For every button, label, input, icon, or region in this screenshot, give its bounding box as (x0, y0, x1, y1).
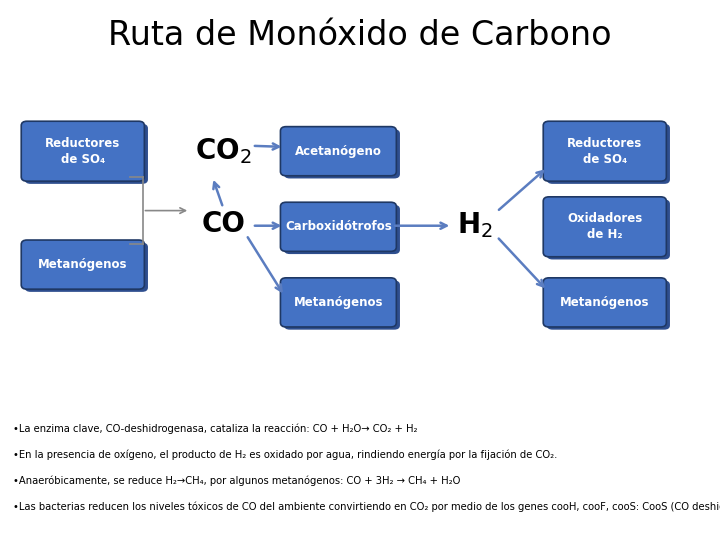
FancyBboxPatch shape (544, 197, 667, 257)
FancyBboxPatch shape (24, 243, 148, 292)
FancyBboxPatch shape (22, 240, 144, 289)
Text: Metanógenos: Metanógenos (38, 258, 127, 271)
Text: Ruta de Monóxido de Carbono: Ruta de Monóxido de Carbono (108, 18, 612, 52)
FancyBboxPatch shape (280, 278, 396, 327)
FancyBboxPatch shape (24, 124, 148, 184)
FancyBboxPatch shape (284, 205, 400, 254)
FancyBboxPatch shape (544, 122, 667, 181)
FancyBboxPatch shape (284, 130, 400, 178)
Text: •En la presencia de oxígeno, el producto de H₂ es oxidado por agua, rindiendo en: •En la presencia de oxígeno, el producto… (13, 450, 557, 460)
FancyBboxPatch shape (547, 200, 670, 260)
Text: •Las bacterias reducen los niveles tóxicos de CO del ambiente convirtiendo en CO: •Las bacterias reducen los niveles tóxic… (13, 502, 720, 512)
Text: CO: CO (202, 210, 245, 238)
FancyBboxPatch shape (547, 124, 670, 184)
Text: Metanógenos: Metanógenos (560, 296, 649, 309)
FancyBboxPatch shape (22, 122, 144, 181)
Text: Carboxidótrofos: Carboxidótrofos (285, 220, 392, 233)
Text: Reductores
de SO₄: Reductores de SO₄ (45, 137, 120, 166)
FancyBboxPatch shape (284, 280, 400, 329)
Text: •Anaeróbicamente, se reduce H₂→CH₄, por algunos metanógenos: CO + 3H₂ → CH₄ + H₂: •Anaeróbicamente, se reduce H₂→CH₄, por … (13, 476, 460, 486)
FancyBboxPatch shape (547, 280, 670, 329)
FancyBboxPatch shape (280, 126, 396, 176)
Text: Metanógenos: Metanógenos (294, 296, 383, 309)
Text: Reductores
de SO₄: Reductores de SO₄ (567, 137, 642, 166)
FancyBboxPatch shape (544, 278, 667, 327)
Text: CO$_2$: CO$_2$ (195, 136, 251, 166)
Text: Acetanógeno: Acetanógeno (295, 145, 382, 158)
Text: •La enzima clave, CO-deshidrogenasa, cataliza la reacción: CO + H₂O→ CO₂ + H₂: •La enzima clave, CO-deshidrogenasa, cat… (13, 424, 418, 434)
Text: H$_2$: H$_2$ (457, 210, 493, 240)
FancyBboxPatch shape (280, 202, 396, 252)
Text: Oxidadores
de H₂: Oxidadores de H₂ (567, 212, 642, 241)
